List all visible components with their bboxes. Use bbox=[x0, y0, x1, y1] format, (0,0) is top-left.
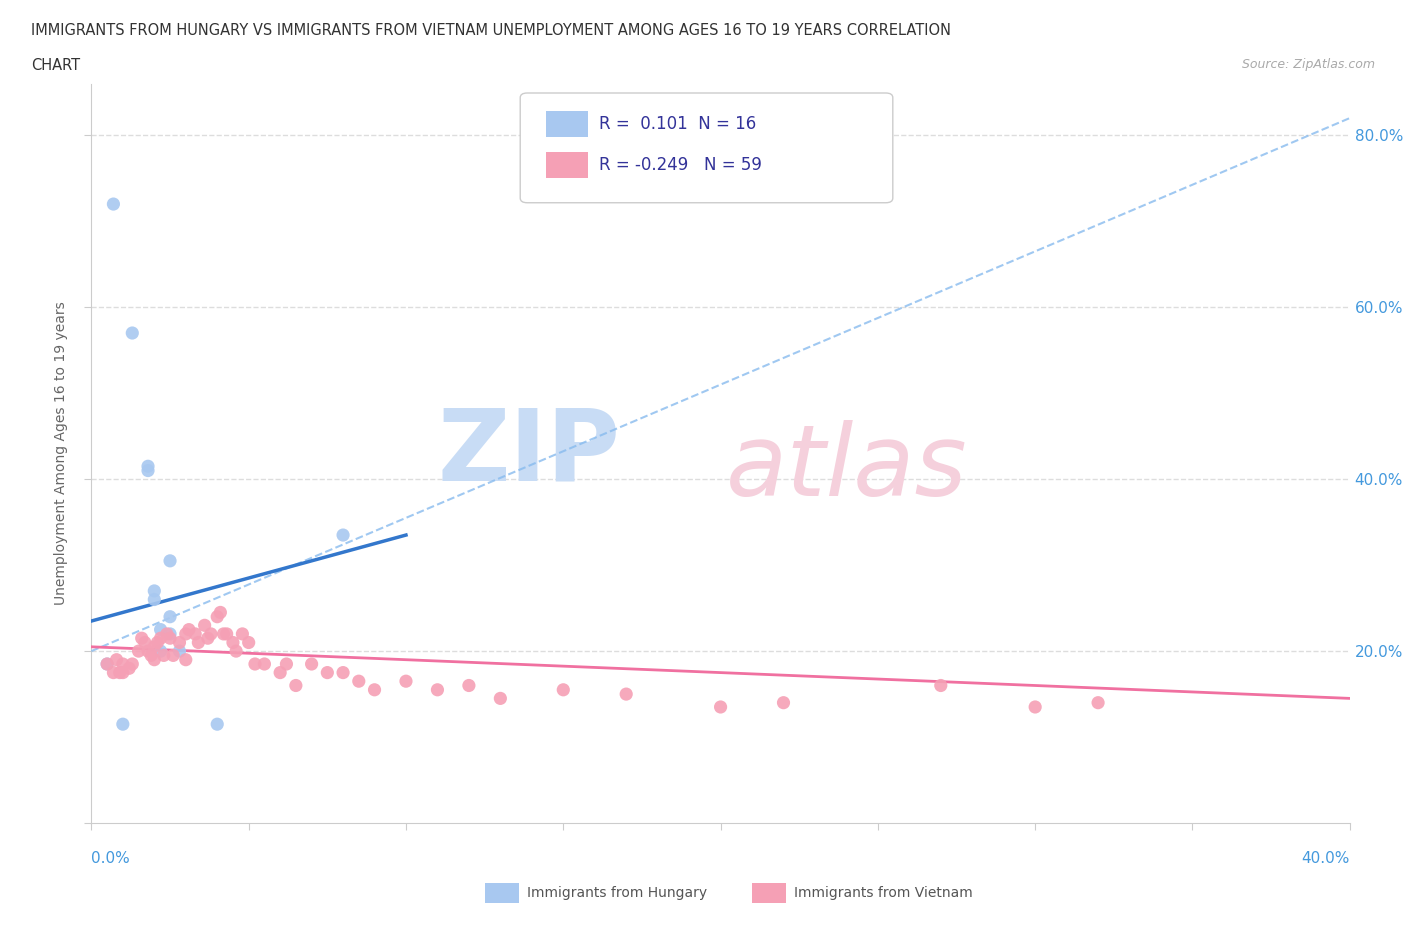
Point bbox=[103, 196, 125, 211]
Point bbox=[146, 635, 169, 650]
Point bbox=[197, 631, 219, 645]
Point bbox=[1087, 696, 1109, 711]
Point bbox=[489, 691, 512, 706]
Point bbox=[111, 657, 134, 671]
Point bbox=[301, 657, 323, 671]
Text: R = -0.249   N = 59: R = -0.249 N = 59 bbox=[599, 155, 762, 174]
Point bbox=[457, 678, 479, 693]
Point bbox=[614, 686, 637, 701]
Point bbox=[269, 665, 291, 680]
Point bbox=[215, 627, 238, 642]
Point bbox=[709, 699, 731, 714]
Point bbox=[136, 458, 159, 473]
Point bbox=[194, 618, 217, 632]
Text: Immigrants from Vietnam: Immigrants from Vietnam bbox=[794, 885, 973, 900]
Point bbox=[1024, 699, 1046, 714]
Point bbox=[929, 678, 952, 693]
Point bbox=[253, 657, 276, 671]
Point bbox=[159, 553, 181, 568]
Point bbox=[96, 657, 118, 671]
Point bbox=[143, 652, 166, 667]
Text: atlas: atlas bbox=[725, 419, 967, 517]
Point bbox=[141, 648, 163, 663]
Point bbox=[143, 639, 166, 654]
Point bbox=[134, 635, 156, 650]
Point bbox=[205, 609, 228, 624]
Point bbox=[174, 627, 197, 642]
Point bbox=[169, 635, 191, 650]
Point bbox=[136, 644, 159, 658]
Point bbox=[111, 717, 134, 732]
Point bbox=[121, 326, 143, 340]
Text: ZIP: ZIP bbox=[437, 405, 620, 502]
Point bbox=[149, 644, 172, 658]
Point bbox=[131, 631, 153, 645]
Point bbox=[159, 631, 181, 645]
Point bbox=[159, 609, 181, 624]
Point bbox=[111, 665, 134, 680]
Point bbox=[96, 657, 118, 671]
Point bbox=[284, 678, 307, 693]
Point bbox=[200, 627, 222, 642]
Point bbox=[225, 644, 247, 658]
Point bbox=[238, 635, 260, 650]
Point bbox=[395, 673, 418, 688]
Point bbox=[205, 717, 228, 732]
Point bbox=[177, 622, 200, 637]
Point bbox=[136, 463, 159, 478]
Point bbox=[105, 652, 128, 667]
Point bbox=[162, 648, 184, 663]
Text: R =  0.101  N = 16: R = 0.101 N = 16 bbox=[599, 114, 756, 133]
Y-axis label: Unemployment Among Ages 16 to 19 years: Unemployment Among Ages 16 to 19 years bbox=[55, 301, 69, 605]
Point bbox=[156, 627, 179, 642]
Point bbox=[553, 683, 575, 698]
Point bbox=[231, 627, 253, 642]
Point bbox=[108, 665, 131, 680]
Point bbox=[209, 605, 232, 620]
Point bbox=[128, 644, 150, 658]
Point bbox=[184, 627, 207, 642]
Text: 40.0%: 40.0% bbox=[1302, 851, 1350, 866]
Point bbox=[347, 673, 370, 688]
Point bbox=[316, 665, 339, 680]
Point bbox=[159, 627, 181, 642]
Point bbox=[222, 635, 245, 650]
Point bbox=[174, 652, 197, 667]
Point bbox=[332, 527, 354, 542]
Text: IMMIGRANTS FROM HUNGARY VS IMMIGRANTS FROM VIETNAM UNEMPLOYMENT AMONG AGES 16 TO: IMMIGRANTS FROM HUNGARY VS IMMIGRANTS FR… bbox=[31, 23, 950, 38]
Point bbox=[152, 648, 174, 663]
Text: 0.0%: 0.0% bbox=[91, 851, 131, 866]
Point bbox=[426, 683, 449, 698]
Point bbox=[149, 631, 172, 645]
Point bbox=[363, 683, 385, 698]
Point bbox=[143, 583, 166, 598]
Point bbox=[169, 644, 191, 658]
Text: Source: ZipAtlas.com: Source: ZipAtlas.com bbox=[1241, 58, 1375, 71]
Point bbox=[243, 657, 266, 671]
Text: Immigrants from Hungary: Immigrants from Hungary bbox=[527, 885, 707, 900]
Point bbox=[187, 635, 209, 650]
Point bbox=[143, 592, 166, 607]
Point bbox=[276, 657, 298, 671]
Point bbox=[772, 696, 794, 711]
Point bbox=[212, 627, 235, 642]
Point bbox=[332, 665, 354, 680]
Point bbox=[103, 665, 125, 680]
Point bbox=[118, 661, 141, 676]
Point bbox=[149, 622, 172, 637]
Text: CHART: CHART bbox=[31, 58, 80, 73]
Point bbox=[121, 657, 143, 671]
